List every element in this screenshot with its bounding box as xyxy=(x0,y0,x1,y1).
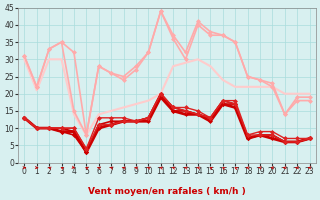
X-axis label: Vent moyen/en rafales ( km/h ): Vent moyen/en rafales ( km/h ) xyxy=(88,187,246,196)
